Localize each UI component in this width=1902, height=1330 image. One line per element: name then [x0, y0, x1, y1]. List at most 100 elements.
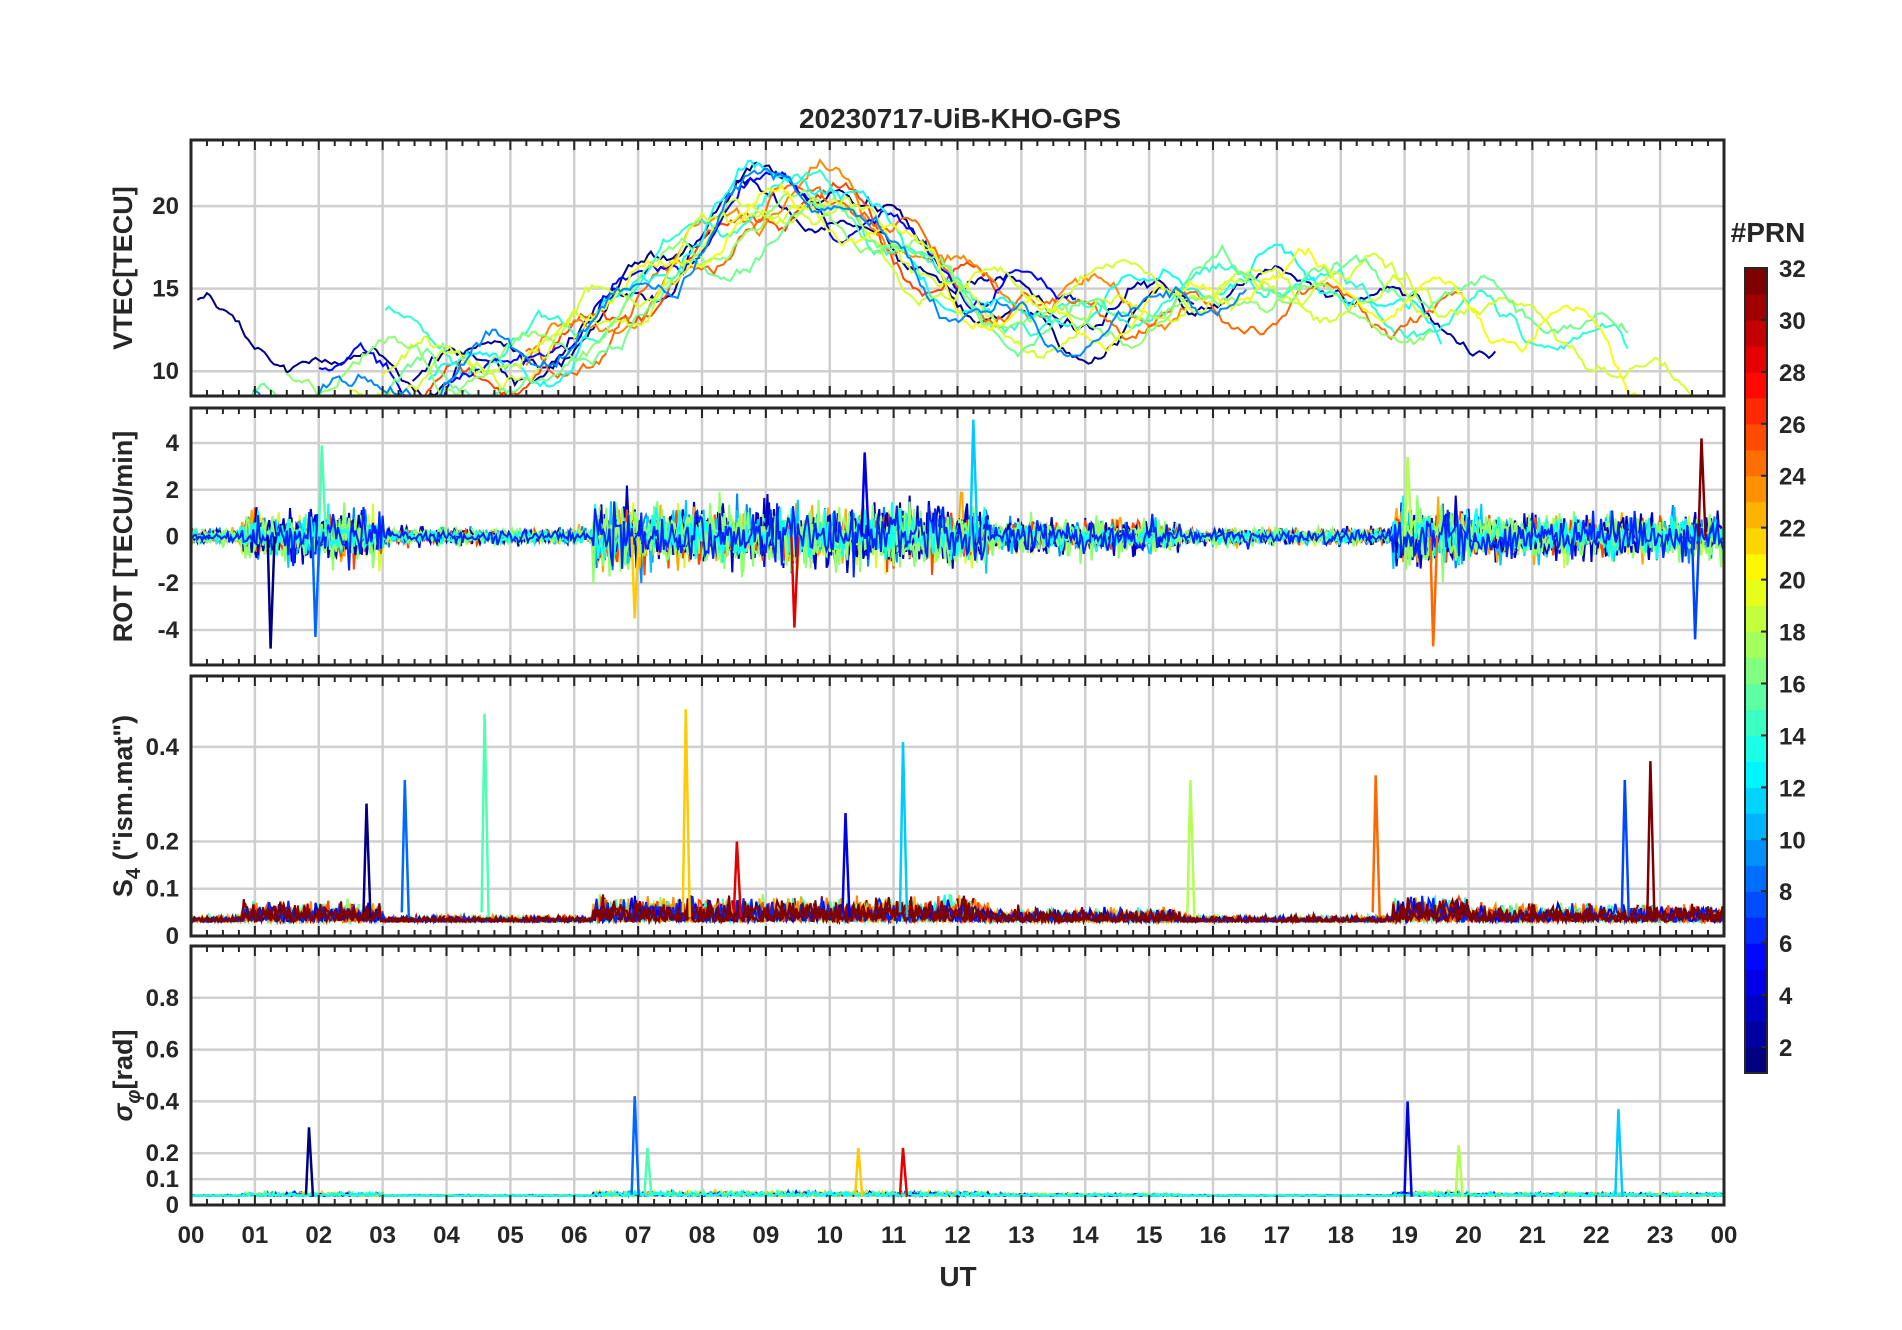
axes-box — [189, 406, 1726, 667]
colorbar-tick-label: 32 — [1779, 256, 1806, 283]
y-tick-label: 0.1 — [146, 876, 179, 903]
y-tick-label: 0.6 — [146, 1037, 179, 1064]
y-tick-label: 4 — [166, 430, 180, 457]
x-tick-label: 07 — [625, 1222, 652, 1249]
x-tick-label: 18 — [1327, 1222, 1354, 1249]
spike-mark — [898, 742, 909, 918]
spike-mark — [643, 1147, 653, 1197]
y-axis-label-suffix: ("ism.mat") — [108, 715, 138, 868]
spike-mark — [630, 536, 640, 619]
colorbar-segment — [1745, 683, 1767, 711]
y-axis-label-sub: 4 — [123, 867, 145, 879]
spike-mark — [1371, 775, 1381, 918]
colorbar-segment — [1745, 865, 1767, 892]
spike-mark — [400, 779, 411, 918]
prn-trace — [285, 189, 1433, 396]
spike-mark — [1614, 1109, 1624, 1197]
spike-mark — [1620, 779, 1631, 918]
y-axis-label: S4 ("ism.mat") — [108, 715, 145, 897]
colorbar-segment — [1745, 293, 1767, 321]
panel-rot: -4 -2 0 2 4 ROT [TECU/min] — [108, 406, 1726, 667]
spike-mark — [1697, 438, 1707, 537]
colorbar-segment — [1745, 969, 1767, 996]
y-tick-label: 0.4 — [146, 734, 180, 761]
spike-mark — [1428, 536, 1439, 647]
axes-box — [189, 944, 1726, 1207]
spike-mark — [1403, 1101, 1413, 1197]
colorbar-segment — [1745, 605, 1767, 633]
spike-mark — [1454, 1145, 1464, 1197]
x-tick-label: 00 — [1711, 1222, 1738, 1249]
x-tick-label: 05 — [497, 1222, 524, 1249]
y-tick-label: 0 — [166, 923, 179, 950]
prn-trace — [252, 167, 1247, 396]
prn-trace — [525, 158, 1188, 366]
colorbar-label: #PRN — [1731, 217, 1806, 248]
colorbar-tick-label: 2 — [1779, 1035, 1792, 1062]
x-tick-label: 15 — [1136, 1222, 1163, 1249]
colorbar-tick-label: 18 — [1779, 620, 1806, 647]
x-tick-labels: 00 01 02 03 04 05 06 07 08 09 10 11 12 13 14 15 16 17 18 19… — [178, 1222, 1738, 1249]
colorbar-segment — [1745, 631, 1767, 659]
spike-mark — [311, 536, 321, 638]
chart-title: 20230717-UiB-KHO-GPS — [799, 103, 1121, 134]
colorbar-segment — [1745, 371, 1767, 399]
x-tick-label: 19 — [1391, 1222, 1418, 1249]
panel-sigma_phi: 00.10.20.40.60.8σφ[rad] — [108, 944, 1726, 1219]
spike-mark — [317, 445, 328, 537]
spike-mark — [681, 709, 692, 918]
colorbar-segment — [1745, 475, 1767, 503]
x-tick-label: 06 — [561, 1222, 588, 1249]
y-tick-label: 0.2 — [146, 1140, 179, 1167]
y-axis-label-main: σ — [108, 1103, 138, 1122]
x-axis-label: UT — [939, 1261, 976, 1292]
colorbar-tick-label: 6 — [1779, 931, 1792, 958]
colorbar-segment — [1745, 917, 1767, 944]
colorbar-segment — [1745, 813, 1767, 840]
colorbar-segment — [1745, 787, 1767, 814]
x-tick-label: 20 — [1455, 1222, 1482, 1249]
spike-mark — [362, 803, 372, 918]
spike-mark — [854, 1147, 864, 1197]
x-tick-label: 04 — [433, 1222, 460, 1249]
x-tick-label: 12 — [944, 1222, 971, 1249]
x-tick-label: 21 — [1519, 1222, 1546, 1249]
y-tick-label: 0.1 — [146, 1166, 179, 1193]
y-axis-label: ROT [TECU/min] — [108, 431, 138, 642]
spike-mark — [790, 536, 800, 628]
colorbar-segment — [1745, 761, 1767, 788]
colorbar-segment — [1745, 657, 1767, 685]
y-axis-label: σφ[rad] — [108, 1030, 145, 1122]
x-tick-label: 17 — [1264, 1222, 1291, 1249]
x-tick-label: 01 — [242, 1222, 269, 1249]
colorbar-tick-label: 26 — [1779, 412, 1806, 439]
colorbar-segment — [1745, 501, 1767, 529]
x-tick-label: 02 — [305, 1222, 332, 1249]
y-tick-label: 2 — [166, 477, 179, 504]
colorbar-segment — [1745, 735, 1767, 762]
spike-mark — [266, 536, 276, 649]
axes-box — [189, 674, 1726, 938]
spike-mark — [860, 452, 870, 537]
x-tick-label: 11 — [881, 1222, 906, 1249]
spike-mark — [841, 813, 851, 918]
spike-mark — [1186, 779, 1196, 918]
panel-vtec: 10 15 20 VTEC[TECU] — [108, 138, 1726, 398]
colorbar-segment — [1745, 553, 1767, 581]
spike-mark — [1646, 761, 1656, 918]
colorbar-segment — [1745, 839, 1767, 866]
colorbar-segment — [1745, 268, 1767, 295]
prn-trace — [191, 895, 1724, 926]
colorbar-segment — [1745, 943, 1767, 970]
colorbar-tick-label: 22 — [1779, 516, 1806, 543]
spike-mark — [732, 841, 743, 918]
colorbar-segment — [1745, 1021, 1767, 1048]
y-tick-label: 0 — [166, 1192, 179, 1219]
series-traces — [191, 419, 1724, 649]
x-tick-label: 10 — [816, 1222, 843, 1249]
x-tick-label: 16 — [1200, 1222, 1227, 1249]
spike-mark — [969, 419, 979, 537]
colorbar-tick-label: 14 — [1779, 723, 1806, 750]
